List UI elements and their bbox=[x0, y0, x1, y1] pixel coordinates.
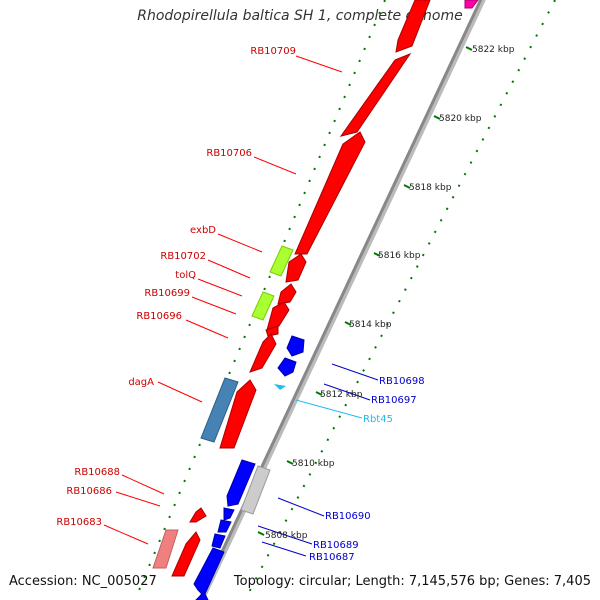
gene-label[interactable]: RB10698 bbox=[379, 376, 425, 387]
gene-arrow[interactable] bbox=[193, 547, 225, 597]
gene-arrow[interactable] bbox=[277, 357, 297, 377]
gene-arrow[interactable] bbox=[265, 325, 279, 337]
gene-label[interactable]: exbD bbox=[190, 225, 216, 236]
gene-label[interactable]: RB10683 bbox=[56, 517, 102, 528]
topology-text: Topology: circular; Length: 7,145,576 bp… bbox=[233, 574, 591, 589]
gene-arrow[interactable] bbox=[277, 283, 297, 305]
scale-tick bbox=[315, 391, 323, 396]
forward-genes bbox=[193, 0, 479, 600]
scale-label: 5808 kbp bbox=[265, 531, 308, 541]
right-gene-labels: RB10698 RB10697 Rbt45 RB10690 RB10689 RB… bbox=[309, 376, 425, 563]
gene-label[interactable]: RB10702 bbox=[160, 251, 206, 262]
gene-arrow[interactable] bbox=[249, 333, 277, 373]
gene-label[interactable]: RB10688 bbox=[74, 467, 120, 478]
scale-label: 5812 kbp bbox=[320, 390, 363, 400]
gene-label[interactable]: RB10690 bbox=[325, 511, 371, 522]
gene-box[interactable] bbox=[200, 377, 239, 443]
scale-tick bbox=[465, 46, 473, 51]
left-connectors bbox=[103, 55, 343, 545]
gene-arrow[interactable] bbox=[219, 379, 257, 449]
gene-label[interactable]: dagA bbox=[128, 377, 154, 388]
gene-arrow[interactable] bbox=[171, 531, 201, 577]
gene-label[interactable]: RB10706 bbox=[206, 148, 252, 159]
scale-label: 5814 kbp bbox=[349, 320, 392, 330]
accession-text: Accession: NC_005027 bbox=[9, 574, 157, 589]
other-genes bbox=[200, 245, 294, 515]
trna-marker[interactable] bbox=[274, 384, 286, 390]
gene-arrow[interactable] bbox=[339, 52, 412, 137]
gene-arrow[interactable] bbox=[464, 0, 479, 9]
scale-ticks bbox=[257, 46, 473, 536]
gene-arrow[interactable] bbox=[286, 335, 305, 357]
gene-arrow[interactable] bbox=[285, 253, 307, 283]
scale-tick bbox=[286, 460, 294, 465]
gene-arrow[interactable] bbox=[226, 459, 256, 507]
scale-label: 5816 kbp bbox=[378, 251, 421, 261]
scale-tick bbox=[257, 531, 265, 536]
scale-labels: 5808 kbp 5810 kbp 5812 kbp 5814 kbp 5816… bbox=[265, 45, 515, 541]
scale-label: 5822 kbp bbox=[472, 45, 515, 55]
gene-arrow[interactable] bbox=[152, 529, 179, 569]
gene-label[interactable]: RB10697 bbox=[371, 395, 417, 406]
gene-arrow[interactable] bbox=[395, 0, 431, 53]
gene-box[interactable] bbox=[251, 291, 275, 321]
gene-box[interactable] bbox=[240, 465, 271, 515]
gene-label[interactable]: tolQ bbox=[175, 270, 196, 281]
scale-tick bbox=[344, 321, 352, 326]
left-gene-labels: RB10709 RB10706 exbD RB10702 tolQ RB1069… bbox=[56, 46, 296, 528]
gene-label[interactable]: RB10699 bbox=[144, 288, 190, 299]
gene-arrow[interactable] bbox=[195, 591, 209, 600]
gene-label[interactable]: RB10687 bbox=[309, 552, 355, 563]
scale-tick bbox=[373, 252, 381, 257]
gene-label[interactable]: RB10689 bbox=[313, 540, 359, 551]
scale-tick bbox=[433, 115, 441, 120]
gene-box[interactable] bbox=[269, 245, 294, 277]
scale-label: 5810 kbp bbox=[292, 459, 335, 469]
genome-backbone-shadow bbox=[200, 0, 486, 600]
gene-arrow[interactable] bbox=[189, 507, 207, 523]
scale-label: 5818 kbp bbox=[409, 183, 452, 193]
gene-label[interactable]: RB10709 bbox=[250, 46, 296, 57]
right-connectors bbox=[257, 363, 379, 557]
gene-arrow[interactable] bbox=[217, 519, 232, 533]
gene-label[interactable]: RB10686 bbox=[66, 486, 112, 497]
gene-label[interactable]: RB10696 bbox=[136, 311, 182, 322]
gene-arrow[interactable] bbox=[223, 507, 235, 521]
genome-backbone bbox=[197, 0, 483, 600]
scale-label: 5820 kbp bbox=[439, 114, 482, 124]
gene-arrow[interactable] bbox=[266, 301, 290, 331]
scale-tick bbox=[403, 184, 411, 189]
genome-title: Rhodopirellula baltica SH 1, complete ge… bbox=[137, 8, 463, 24]
gene-arrow[interactable] bbox=[294, 131, 366, 255]
gene-arrow[interactable] bbox=[211, 533, 226, 549]
gene-label[interactable]: Rbt45 bbox=[363, 414, 393, 425]
reverse-genes bbox=[152, 0, 431, 577]
